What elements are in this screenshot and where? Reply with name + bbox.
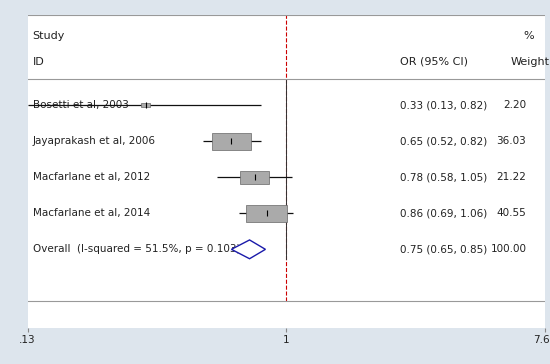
Text: Overall  (I-squared = 51.5%, p = 0.103): Overall (I-squared = 51.5%, p = 0.103)	[32, 244, 240, 254]
Text: 100.00: 100.00	[491, 244, 526, 254]
Text: 21.22: 21.22	[497, 172, 526, 182]
Bar	[212, 133, 251, 150]
Text: Study: Study	[32, 31, 65, 41]
Text: Jayaprakash et al, 2006: Jayaprakash et al, 2006	[32, 136, 156, 146]
Text: Macfarlane et al, 2012: Macfarlane et al, 2012	[32, 172, 150, 182]
Text: Weight: Weight	[511, 56, 550, 67]
Bar	[246, 205, 287, 222]
Text: 0.86 (0.69, 1.06): 0.86 (0.69, 1.06)	[400, 208, 487, 218]
Text: %: %	[524, 31, 534, 41]
Bar	[240, 171, 270, 184]
Text: 0.75 (0.65, 0.85): 0.75 (0.65, 0.85)	[400, 244, 487, 254]
Bar	[141, 103, 150, 107]
Text: 40.55: 40.55	[497, 208, 526, 218]
Text: 0.78 (0.58, 1.05): 0.78 (0.58, 1.05)	[400, 172, 487, 182]
Text: 0.33 (0.13, 0.82): 0.33 (0.13, 0.82)	[400, 100, 487, 110]
Text: 0.65 (0.52, 0.82): 0.65 (0.52, 0.82)	[400, 136, 487, 146]
Text: 36.03: 36.03	[497, 136, 526, 146]
Polygon shape	[232, 240, 266, 259]
Text: OR (95% CI): OR (95% CI)	[400, 56, 468, 67]
Text: Bosetti et al, 2003: Bosetti et al, 2003	[32, 100, 129, 110]
Text: 2.20: 2.20	[503, 100, 526, 110]
Text: Macfarlane et al, 2014: Macfarlane et al, 2014	[32, 208, 150, 218]
Text: ID: ID	[32, 56, 45, 67]
